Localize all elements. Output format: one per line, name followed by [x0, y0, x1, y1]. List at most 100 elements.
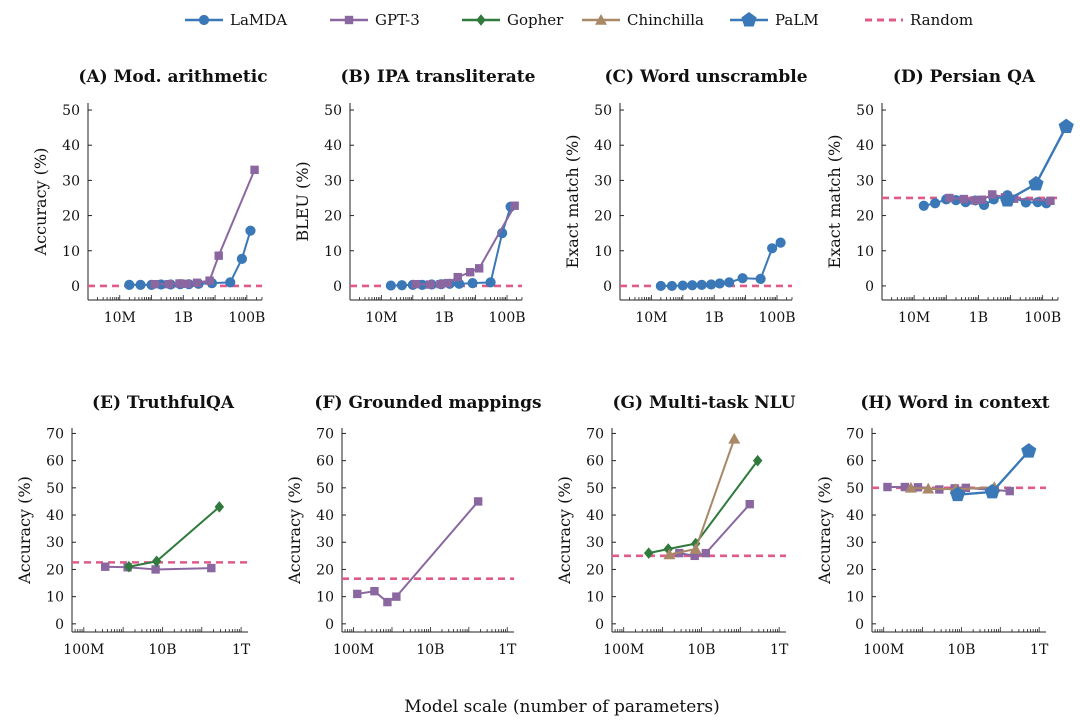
legend-entry-gopher: Gopher [462, 11, 564, 29]
data-point-lamda [666, 280, 678, 292]
panel-title: (B) IPA transliterate [341, 67, 536, 87]
data-point-gpt-3 [959, 194, 968, 204]
data-point-chinchilla [663, 548, 676, 560]
legend-label-random: Random [910, 11, 973, 29]
data-point-lamda [485, 277, 496, 288]
legend-label-palm: PaLM [775, 11, 819, 29]
legend-label-gpt-3: GPT-3 [375, 11, 420, 29]
data-point-gpt-3 [988, 190, 997, 199]
data-point-palm [950, 486, 966, 502]
x-tick-label: 100M [63, 642, 104, 658]
panel-g: (G) Multi-task NLU 0 10 20 30 40 50 60 70 100M 10B… [555, 393, 796, 658]
legend: LaMDA GPT-3 Gopher Chinchilla PaLM Random [185, 11, 973, 29]
y-tick-label: 10 [46, 590, 64, 606]
x-tick-label: 10M [898, 310, 930, 326]
data-point-gopher [752, 454, 763, 467]
panel-d: (D) Persian QA 0 10 20 30 40 50 10M 1B 100B Exact … [825, 67, 1074, 326]
data-point-lamda [724, 277, 735, 288]
data-point-gpt-3 [510, 201, 519, 210]
y-axis-label: Exact match (%) [825, 135, 844, 269]
legend-entry-palm: PaLM [730, 11, 819, 29]
data-point-gpt-3 [182, 279, 192, 289]
y-tick-label: 10 [316, 590, 334, 606]
figure-xlabel: Model scale (number of parameters) [404, 697, 720, 717]
x-tick-label: 1T [232, 642, 251, 658]
data-point-gpt-3 [205, 276, 214, 285]
data-point-gpt-3 [473, 497, 483, 506]
legend-marker-chinchilla [595, 14, 607, 25]
data-point-gopher [214, 501, 225, 513]
data-point-gpt-3 [745, 499, 754, 509]
x-tick-label: 10B [947, 642, 975, 658]
y-tick-label: 0 [325, 617, 334, 633]
legend-label-lamda: LaMDA [230, 11, 287, 29]
y-tick-label: 0 [71, 279, 80, 295]
data-point-palm [1058, 118, 1074, 134]
series-line-lamda [129, 230, 252, 286]
data-point-palm [999, 192, 1016, 207]
data-point-gpt-3 [443, 278, 452, 288]
y-tick-label: 50 [594, 103, 612, 119]
y-tick-label: 50 [62, 103, 80, 119]
y-axis-label: Accuracy (%) [15, 476, 34, 585]
y-tick-label: 30 [586, 535, 604, 551]
legend-label-chinchilla: Chinchilla [627, 11, 704, 29]
panel-title: (H) Word in context [860, 393, 1049, 413]
data-point-lamda [225, 277, 236, 288]
legend-marker-palm [741, 12, 757, 27]
y-tick-label: 20 [594, 209, 612, 225]
data-point-gpt-3 [900, 482, 910, 492]
data-point-gpt-3 [883, 482, 892, 492]
legend-label-gopher: Gopher [507, 11, 564, 29]
x-tick-label: 1T [770, 642, 789, 658]
panel-title: (F) Grounded mappings [314, 393, 541, 413]
data-point-chinchilla [904, 481, 917, 493]
series-chinchilla [663, 432, 741, 560]
y-tick-label: 40 [316, 508, 334, 524]
data-point-lamda [236, 253, 248, 264]
y-tick-label: 10 [586, 590, 604, 606]
data-point-gpt-3 [353, 589, 362, 599]
data-point-gopher [151, 555, 162, 568]
x-tick-label: 10M [104, 310, 136, 326]
y-tick-label: 70 [846, 426, 864, 442]
data-point-lamda [706, 279, 717, 290]
data-point-chinchilla [922, 482, 935, 494]
series-gpt-3 [150, 165, 259, 289]
data-point-gpt-3 [392, 592, 401, 601]
data-point-gpt-3 [690, 551, 699, 561]
panel-b: (B) IPA transliterate 0 10 20 30 40 50 10M 1B 100… [293, 67, 536, 326]
data-point-gopher [124, 560, 134, 573]
data-point-palm [1028, 175, 1044, 191]
series-line-gpt-3 [154, 169, 256, 286]
data-point-gpt-3 [970, 196, 979, 205]
y-tick-label: 60 [846, 454, 864, 470]
data-point-gpt-3 [945, 193, 954, 203]
data-point-chinchilla [689, 543, 702, 554]
y-tick-label: 10 [856, 244, 874, 260]
y-tick-label: 0 [333, 279, 342, 295]
x-tick-label: 100M [603, 642, 644, 658]
y-tick-label: 40 [324, 138, 342, 154]
legend-entry-chinchilla: Chinchilla [582, 11, 704, 29]
y-tick-label: 20 [586, 562, 604, 578]
data-point-lamda [930, 198, 941, 209]
data-point-gpt-3 [465, 268, 475, 277]
x-tick-label: 10B [687, 642, 715, 658]
data-point-palm [1021, 443, 1037, 458]
y-tick-label: 20 [846, 562, 864, 578]
data-point-lamda [385, 280, 396, 291]
x-tick-label: 100M [863, 642, 904, 658]
series-gpt-3 [411, 201, 519, 289]
y-axis-label: Accuracy (%) [31, 148, 50, 257]
series-palm [950, 443, 1037, 502]
y-tick-label: 30 [324, 173, 342, 189]
data-point-lamda [755, 273, 766, 284]
y-tick-label: 40 [846, 508, 864, 524]
x-tick-label: 100M [333, 642, 374, 658]
y-tick-label: 70 [586, 426, 604, 442]
data-point-lamda [655, 280, 666, 292]
x-tick-label: 1T [1030, 642, 1049, 658]
data-point-gpt-3 [453, 272, 462, 282]
y-tick-label: 30 [856, 173, 874, 189]
